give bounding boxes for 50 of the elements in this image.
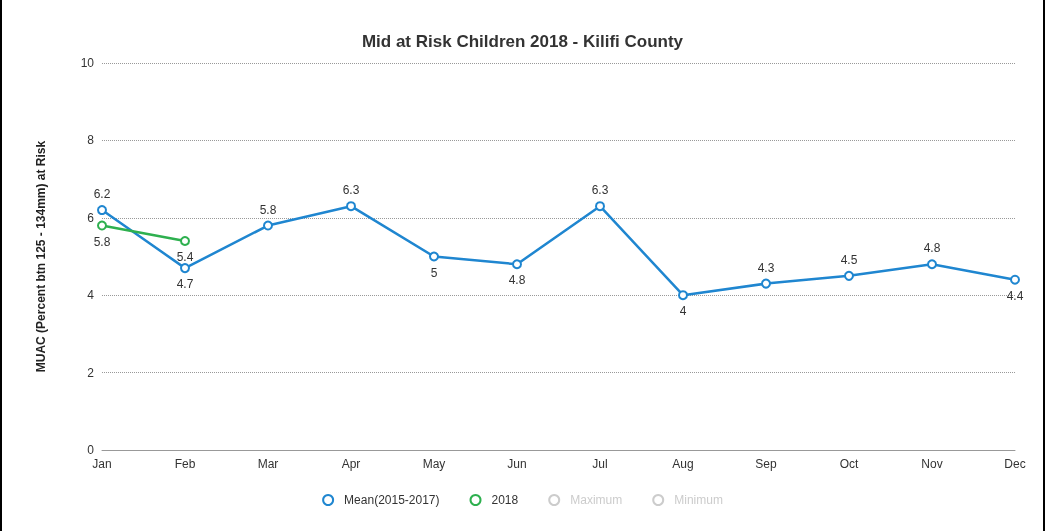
- x-tick-label: Dec: [1004, 457, 1026, 471]
- data-label: 6.2: [93, 187, 111, 202]
- y-tick-label: 8: [87, 133, 95, 148]
- data-label: 4: [679, 304, 687, 319]
- point: [97, 220, 107, 231]
- x-tick-label: Aug: [672, 457, 694, 471]
- point: [761, 278, 771, 289]
- data-label: 5.4: [176, 250, 194, 265]
- point: [346, 201, 356, 212]
- data-label: 5: [430, 265, 438, 280]
- data-label: 4.3: [757, 260, 775, 275]
- point: [97, 205, 107, 216]
- data-label: 5.8: [259, 202, 277, 217]
- x-tick-label: May: [422, 457, 446, 471]
- data-label: 6.3: [591, 183, 609, 198]
- point: [429, 251, 439, 262]
- y-axis-title: MUAC (Percent btn 125 - 134mm) at Risk: [34, 140, 48, 373]
- point: [180, 263, 190, 274]
- y-tick-label: 2: [87, 365, 95, 380]
- point: [595, 201, 605, 212]
- chart-title: Mid at Risk Children 2018 - Kilifi County: [361, 32, 684, 51]
- y-tick-label: 4: [87, 288, 95, 303]
- data-label: 4.8: [508, 273, 526, 288]
- point: [1010, 274, 1020, 285]
- y-tick-label: 0: [87, 443, 95, 457]
- data-label: 6.3: [342, 183, 360, 198]
- x-tick-label: Nov: [921, 457, 943, 471]
- y-tick-label: 10: [80, 56, 95, 70]
- point: [512, 259, 522, 270]
- point: [263, 220, 273, 231]
- data-label: 5.8: [93, 234, 111, 249]
- data-label: 4.4: [1006, 288, 1024, 303]
- legend-label: Mean(2015-2017): [344, 493, 440, 507]
- point: [180, 236, 190, 247]
- point: [927, 259, 937, 270]
- x-tick-label: Feb: [174, 457, 196, 471]
- x-tick-label: Jul: [592, 457, 608, 471]
- x-tick-label: Jan: [92, 457, 112, 471]
- data-label: 4.7: [176, 277, 194, 292]
- x-tick-label: Jun: [507, 457, 527, 471]
- data-label: 4.8: [923, 241, 941, 256]
- data-label: 4.5: [840, 252, 858, 267]
- x-tick-label: Sep: [755, 457, 777, 471]
- x-tick-label: Oct: [839, 457, 859, 471]
- x-tick-label: Apr: [341, 457, 361, 471]
- y-tick-label: 6: [87, 210, 95, 225]
- x-tick-label: Mar: [257, 457, 279, 471]
- legend-label: 2018: [491, 493, 519, 507]
- point: [844, 270, 854, 281]
- point: [678, 290, 688, 301]
